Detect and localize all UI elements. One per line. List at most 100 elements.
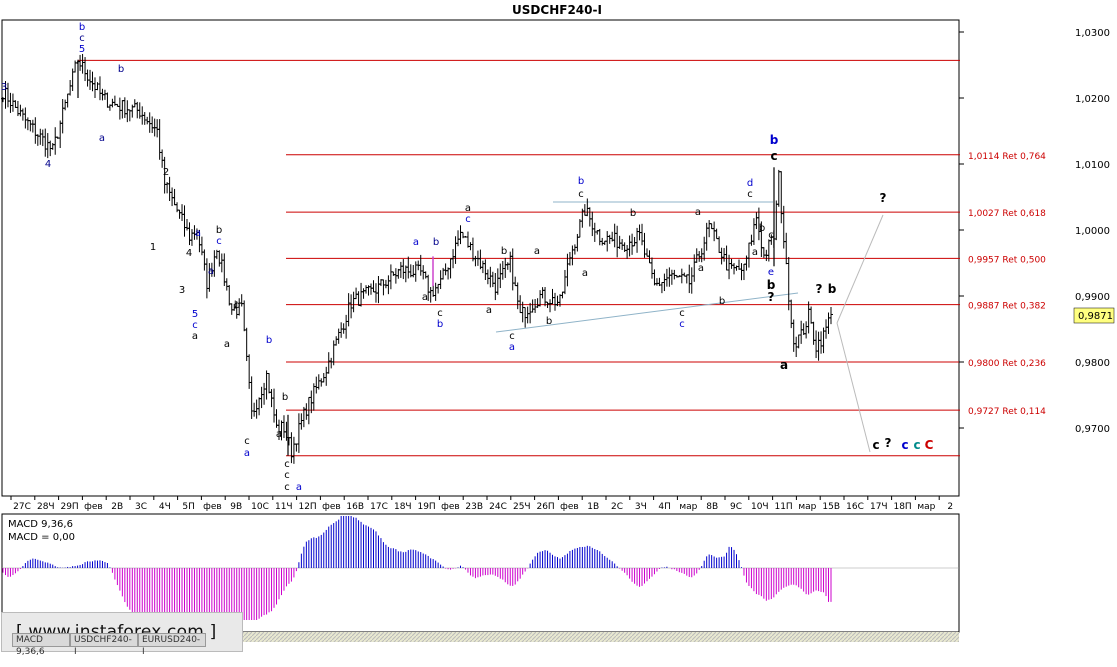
wave-label: c xyxy=(465,214,471,225)
wave-label: c xyxy=(244,436,250,447)
wave-label: b xyxy=(282,392,288,403)
wave-label: b xyxy=(630,208,636,219)
fib-label: 0,9957 Ret 0,500 xyxy=(968,255,1046,265)
wave-label: a xyxy=(698,263,704,274)
wave-label: a xyxy=(413,237,419,248)
x-tick-label: 12П xyxy=(298,502,316,512)
x-tick-label: 25Ч xyxy=(513,502,531,512)
wave-label: c xyxy=(747,189,753,200)
wave-label: c xyxy=(284,482,290,493)
x-tick-label: фев xyxy=(322,502,341,512)
x-tick-label: 10С xyxy=(251,502,269,512)
forecast-line-up xyxy=(836,214,884,324)
x-tick-label: 2 xyxy=(947,502,953,512)
wave-label: ? xyxy=(768,290,775,304)
scroll-strip xyxy=(2,632,959,642)
wave-label: C xyxy=(925,438,934,452)
x-tick-label: 17С xyxy=(370,502,388,512)
x-tick-label: 27C xyxy=(13,502,31,512)
y-tick-label: 1,0100 xyxy=(1075,160,1110,171)
wave-label: a xyxy=(534,246,540,257)
x-tick-label: 11Ч xyxy=(275,502,293,512)
wave-label: b xyxy=(118,64,124,75)
macd-value: MACD = 0,00 xyxy=(8,532,75,543)
wave-label: b xyxy=(759,223,765,234)
x-tick-label: 9С xyxy=(730,502,742,512)
x-tick-label: 3С xyxy=(135,502,147,512)
x-tick-label: 3Ч xyxy=(635,502,647,512)
wave-label: c xyxy=(284,459,290,470)
forecast-line-down xyxy=(836,322,871,453)
wave-label: 3 xyxy=(1,82,7,93)
x-tick-label: 4П xyxy=(658,502,671,512)
wave-label: c xyxy=(79,33,85,44)
x-tick-label: 15В xyxy=(822,502,840,512)
x-tick-label: 9В xyxy=(230,502,242,512)
wave-label: a xyxy=(192,331,198,342)
wave-label: a xyxy=(99,133,105,144)
wave-label: b xyxy=(266,335,272,346)
wave-label: b xyxy=(578,176,584,187)
x-tick-label: фев xyxy=(84,502,103,512)
wave-label: 5 xyxy=(192,309,198,320)
wave-label: c xyxy=(216,236,222,247)
wave-label: b xyxy=(828,282,837,296)
wave-label: ? xyxy=(816,282,823,296)
y-tick-label: 1,0300 xyxy=(1075,28,1110,39)
fib-label: 0,9800 Ret 0,236 xyxy=(968,359,1046,369)
wave-label: c xyxy=(509,331,515,342)
fib-label: 0,9887 Ret 0,382 xyxy=(968,302,1046,312)
wave-label: a xyxy=(582,268,588,279)
wave-label: e xyxy=(768,267,774,278)
wave-label: b xyxy=(719,296,725,307)
x-tick-label: мар xyxy=(917,502,935,512)
tab-macd[interactable]: MACD 9,36,6 xyxy=(12,633,70,657)
wave-label: a xyxy=(422,292,428,303)
x-tick-label: 2В xyxy=(111,502,123,512)
fib-label: 1,0114 Ret 0,764 xyxy=(968,152,1046,162)
wave-label: c xyxy=(901,438,908,452)
fib-label: 0,9727 Ret 0,114 xyxy=(968,407,1046,417)
wave-label: 4 xyxy=(45,159,51,170)
wave-label: c xyxy=(284,470,290,481)
chart-title: USDCHF240-I xyxy=(512,3,602,17)
y-tick-label: 0,9800 xyxy=(1075,358,1110,369)
current-price-marker xyxy=(1073,307,1115,324)
tab-usdchf[interactable]: USDCHF240-I xyxy=(70,633,138,657)
fib-label: 1,0027 Ret 0,618 xyxy=(968,209,1046,219)
wave-label: c xyxy=(679,319,685,330)
x-tick-label: 18Ч xyxy=(394,502,412,512)
x-tick-label: мар xyxy=(679,502,697,512)
wave-label: c xyxy=(913,438,920,452)
x-tick-label: 8В xyxy=(706,502,718,512)
wave-label: c xyxy=(770,149,777,163)
wave-label: c xyxy=(192,320,198,331)
y-tick-label: 0,9900 xyxy=(1075,292,1110,303)
wave-label: 4 xyxy=(186,248,192,259)
x-tick-label: 24С xyxy=(489,502,507,512)
x-tick-label: 5П xyxy=(182,502,195,512)
x-tick-label: фев xyxy=(203,502,222,512)
current-price-label: 0,9871 xyxy=(1078,311,1113,322)
wave-label: b xyxy=(501,246,507,257)
wave-label: ? xyxy=(885,436,892,450)
tab-eurusd[interactable]: EURUSD240-I xyxy=(138,633,206,657)
x-tick-label: 26П xyxy=(536,502,554,512)
wave-label: b xyxy=(546,316,552,327)
wave-label: d xyxy=(747,178,753,189)
wave-label: b xyxy=(433,237,439,248)
x-tick-label: 10Ч xyxy=(751,502,769,512)
y-tick-label: 0,9700 xyxy=(1075,424,1110,435)
x-tick-label: фев xyxy=(560,502,579,512)
wave-label: a xyxy=(465,203,471,214)
x-tick-label: 23В xyxy=(465,502,483,512)
wave-label: a xyxy=(244,448,250,459)
wave-label: a xyxy=(296,482,302,493)
wave-label: c xyxy=(872,438,879,452)
wave-label: b xyxy=(79,22,85,33)
x-tick-label: 11П xyxy=(774,502,792,512)
wave-label: a xyxy=(224,339,230,350)
wave-label: b xyxy=(437,319,443,330)
